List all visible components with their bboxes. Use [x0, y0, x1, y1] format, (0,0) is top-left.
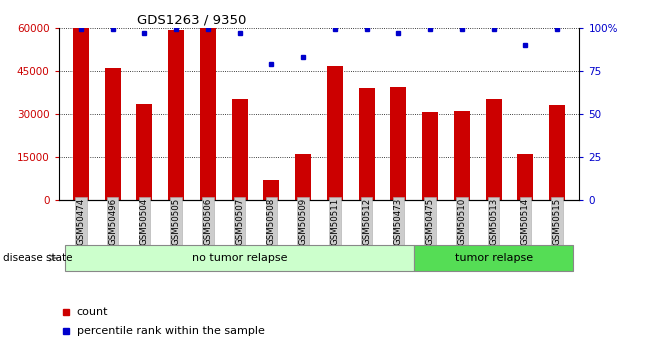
Text: GSM50508: GSM50508 — [267, 198, 276, 245]
Bar — [295, 154, 311, 200]
Bar — [327, 66, 343, 200]
Text: GSM50496: GSM50496 — [108, 198, 117, 245]
Text: GSM50504: GSM50504 — [140, 198, 149, 245]
Text: GSM50510: GSM50510 — [458, 198, 466, 245]
Bar — [359, 88, 374, 200]
Text: GSM50506: GSM50506 — [203, 198, 212, 245]
Bar — [486, 99, 501, 200]
Text: GSM50514: GSM50514 — [521, 198, 530, 245]
Bar — [414, 245, 573, 271]
Text: GSM50512: GSM50512 — [362, 198, 371, 245]
Text: no tumor relapse: no tumor relapse — [192, 253, 287, 263]
Bar — [264, 180, 279, 200]
Bar — [200, 28, 215, 200]
Bar — [422, 112, 438, 200]
Bar — [168, 30, 184, 200]
Text: GSM50507: GSM50507 — [235, 198, 244, 245]
Text: count: count — [77, 307, 108, 317]
Text: GSM50511: GSM50511 — [330, 198, 339, 245]
Text: GSM50513: GSM50513 — [489, 198, 498, 245]
Bar — [105, 68, 120, 200]
Text: tumor relapse: tumor relapse — [454, 253, 533, 263]
Text: percentile rank within the sample: percentile rank within the sample — [77, 326, 265, 336]
Text: GSM50473: GSM50473 — [394, 198, 403, 245]
Text: disease state: disease state — [3, 253, 73, 263]
Text: GSM50509: GSM50509 — [299, 198, 308, 245]
Bar — [73, 28, 89, 200]
Bar — [65, 245, 414, 271]
Text: GSM50505: GSM50505 — [172, 198, 180, 245]
Text: GSM50515: GSM50515 — [553, 198, 562, 245]
Bar — [391, 87, 406, 200]
Bar — [232, 99, 247, 200]
Bar — [454, 111, 470, 200]
Text: GSM50475: GSM50475 — [426, 198, 435, 245]
Bar — [137, 104, 152, 200]
Bar — [518, 154, 533, 200]
Text: GSM50474: GSM50474 — [76, 198, 85, 245]
Text: GDS1263 / 9350: GDS1263 / 9350 — [137, 13, 246, 27]
Bar — [549, 105, 565, 200]
